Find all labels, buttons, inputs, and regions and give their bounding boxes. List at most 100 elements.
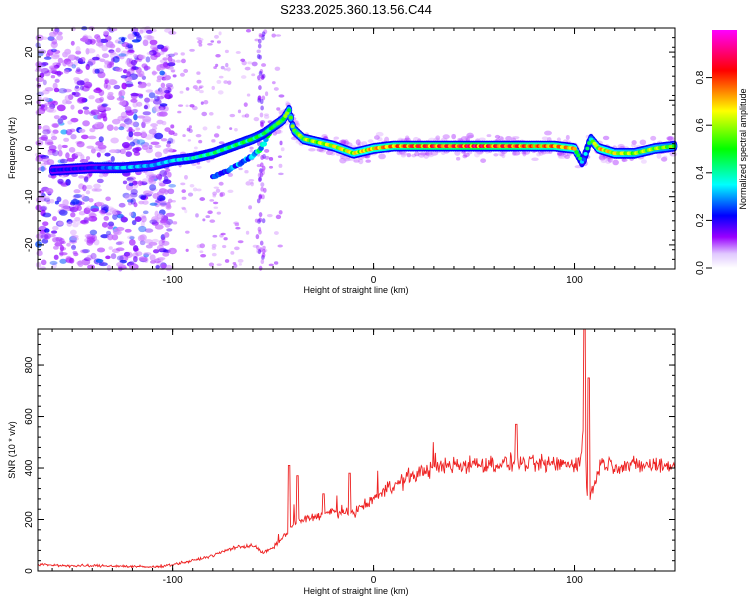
noise-blob (98, 136, 104, 143)
noise-blob (52, 52, 60, 58)
noise-blob (97, 144, 107, 150)
noise-blob (235, 226, 241, 230)
noise-blob (44, 234, 49, 241)
noise-blob (145, 89, 154, 93)
noise-blob (261, 35, 265, 41)
noise-blob (142, 39, 149, 47)
noise-blob (256, 198, 261, 204)
halo-blob (536, 152, 541, 157)
noise-blob (189, 184, 195, 188)
noise-blob (94, 121, 104, 129)
noise-blob (251, 61, 258, 67)
noise-blob (216, 40, 221, 44)
noise-blob (35, 139, 44, 146)
noise-blob (60, 129, 68, 135)
noise-blob (77, 96, 87, 103)
ridge-cell (288, 115, 293, 120)
noise-blob (186, 127, 191, 132)
noise-blob (40, 165, 45, 172)
noise-blob (276, 107, 281, 111)
y-tick-label: 600 (24, 408, 35, 425)
noise-blob (141, 215, 147, 223)
noise-blob (146, 51, 154, 56)
colorbar-tick-label: 0.6 (695, 118, 706, 132)
noise-blob (104, 60, 110, 65)
noise-blob (271, 33, 276, 38)
noise-blob (127, 44, 134, 49)
noise-blob (121, 37, 126, 43)
noise-blob (233, 263, 238, 268)
noise-blob (149, 184, 157, 191)
noise-blob (128, 239, 136, 246)
noise-blob (49, 260, 58, 265)
ridge-cell (672, 144, 677, 149)
noise-blob (138, 54, 146, 60)
noise-blob (67, 54, 77, 61)
noise-blob (42, 97, 50, 102)
noise-blob (259, 172, 264, 178)
noise-blob (197, 40, 203, 44)
halo-blob (501, 152, 506, 159)
noise-blob (50, 41, 58, 49)
noise-blob (57, 178, 64, 184)
halo-blob (400, 153, 406, 158)
noise-blob (159, 257, 164, 262)
noise-blob (81, 35, 89, 43)
noise-blob (103, 30, 110, 36)
noise-blob (224, 259, 230, 263)
colorbar-tick-label: 0.4 (695, 165, 706, 179)
noise-blob (86, 145, 95, 149)
noise-blob (168, 130, 175, 135)
noise-blob (83, 217, 89, 223)
noise-blob (173, 52, 179, 56)
noise-blob (82, 184, 87, 192)
noise-blob (230, 250, 235, 255)
halo-blob (396, 151, 403, 156)
noise-blob (142, 178, 149, 184)
noise-blob (124, 106, 132, 111)
noise-blob (132, 65, 137, 70)
noise-blob (165, 204, 172, 210)
noise-blob (38, 136, 48, 141)
halo-blob (602, 135, 610, 141)
noise-blob (256, 54, 261, 60)
noise-blob (157, 174, 163, 181)
noise-blob (107, 221, 115, 227)
noise-blob (52, 129, 59, 134)
noise-blob (56, 196, 62, 203)
noise-blob (51, 149, 59, 157)
noise-blob (258, 85, 262, 91)
noise-blob (205, 215, 211, 219)
noise-blob (76, 205, 82, 211)
noise-blob (39, 72, 45, 78)
ridge-cell (587, 141, 592, 145)
noise-blob (261, 73, 266, 79)
halo-blob (378, 153, 386, 160)
noise-blob (73, 194, 83, 198)
noise-blob (130, 92, 139, 97)
noise-blob (238, 263, 242, 266)
noise-blob (90, 208, 99, 212)
noise-blob (126, 49, 135, 55)
noise-blob (59, 250, 64, 257)
colorbar-tick-label: 0.0 (695, 261, 706, 275)
noise-blob (88, 215, 98, 222)
noise-blob (156, 95, 164, 100)
noise-blob (61, 144, 68, 149)
noise-blob (41, 193, 46, 197)
noise-blob (148, 241, 158, 246)
halo-blob (557, 152, 565, 158)
noise-blob (140, 131, 148, 139)
noise-blob (101, 103, 108, 107)
noise-blob (138, 256, 148, 262)
noise-blob (88, 211, 96, 217)
noise-blob (165, 218, 174, 225)
noise-blob (189, 104, 195, 108)
noise-blob (154, 224, 164, 230)
y-tick-label: 20 (24, 46, 35, 58)
halo-blob (486, 134, 492, 138)
noise-blob (89, 128, 96, 133)
noise-blob (48, 108, 57, 113)
noise-blob (106, 84, 111, 90)
noise-blob (46, 141, 54, 146)
